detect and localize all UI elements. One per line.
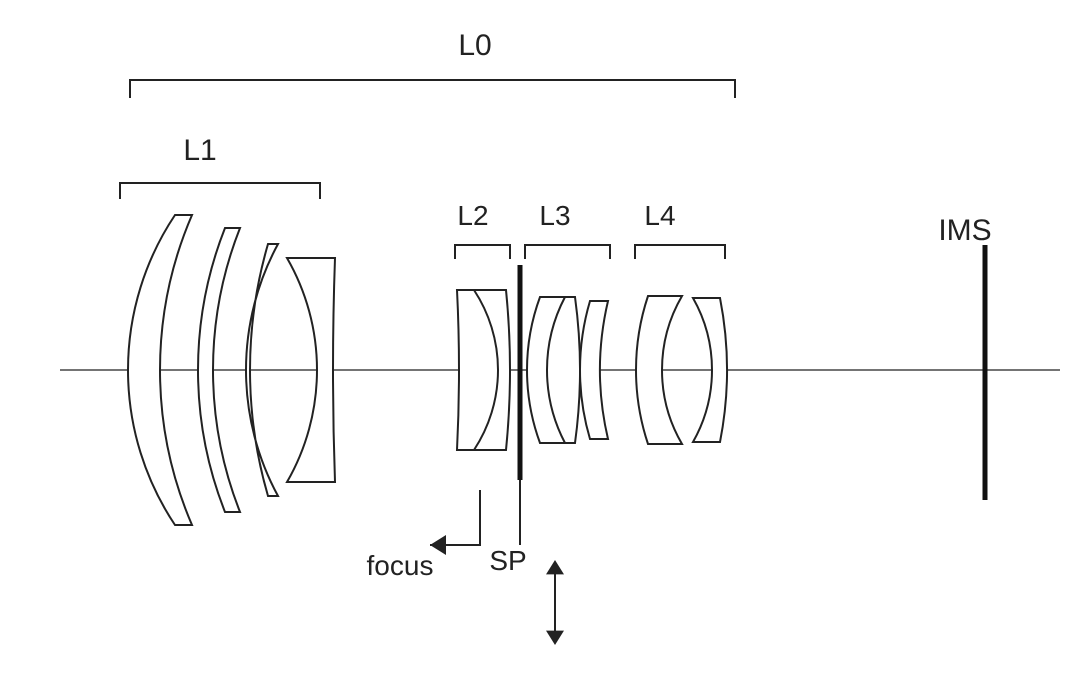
label-l4: L4 — [644, 200, 675, 231]
bracket-l4 — [635, 245, 725, 259]
label-l1: L1 — [183, 134, 216, 167]
bracket-l2 — [455, 245, 510, 259]
focus-leader — [430, 490, 480, 545]
label-focus: focus — [367, 550, 434, 581]
lens-element — [527, 297, 580, 443]
label-ims: IMS — [938, 214, 991, 247]
bracket-l0 — [130, 80, 735, 98]
lens-element — [457, 290, 510, 450]
bracket-l1 — [120, 183, 320, 199]
arrowhead-up-icon — [546, 560, 564, 574]
label-l2: L2 — [457, 200, 488, 231]
arrowhead-down-icon — [546, 631, 564, 645]
label-sp: SP — [489, 545, 526, 576]
bracket-l3 — [525, 245, 610, 259]
label-l0: L0 — [458, 29, 491, 62]
label-l3: L3 — [539, 200, 570, 231]
